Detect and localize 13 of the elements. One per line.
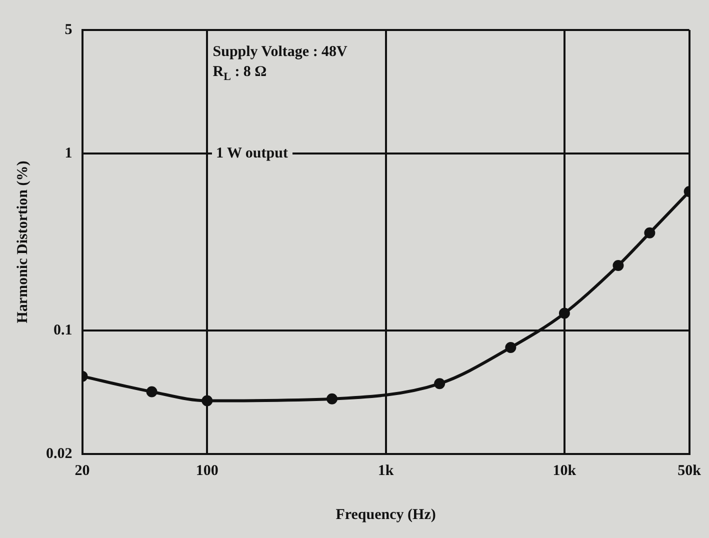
y-tick-label: 5 <box>64 22 72 38</box>
x-tick-label: 20 <box>74 462 90 479</box>
x-tick-label: 1k <box>378 462 394 479</box>
y-tick-label: 0.1 <box>54 322 72 338</box>
x-tick-label: 50k <box>678 462 702 479</box>
y-tick-label: 0.02 <box>46 446 72 462</box>
x-tick-label: 10k <box>552 462 577 479</box>
x-tick-label: 100 <box>196 462 218 479</box>
y-tick-label: 1 <box>64 145 72 162</box>
y-axis-title: Harmonic Distortion (%) <box>14 160 31 324</box>
annotation: Supply Voltage : 48V <box>212 44 348 60</box>
annotation: 1 W output <box>216 145 288 162</box>
x-axis-title: Frequency (Hz) <box>336 506 436 523</box>
